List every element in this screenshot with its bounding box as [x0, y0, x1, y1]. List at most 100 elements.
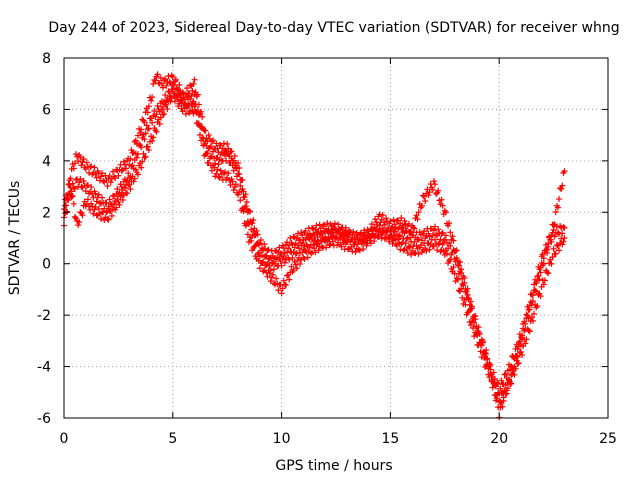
data-point	[561, 168, 568, 175]
data-point	[426, 246, 433, 253]
data-point	[502, 370, 509, 377]
data-point	[338, 243, 345, 250]
data-point	[439, 229, 446, 236]
data-point	[79, 212, 86, 219]
data-point	[83, 159, 90, 166]
data-point	[525, 306, 532, 313]
data-point	[232, 181, 239, 188]
data-point	[412, 250, 419, 257]
data-point	[253, 227, 260, 234]
data-point	[500, 394, 507, 401]
data-point	[155, 106, 162, 113]
data-point	[411, 238, 418, 245]
data-point	[174, 94, 181, 101]
data-point	[145, 125, 152, 132]
data-point	[75, 222, 82, 229]
data-point	[480, 354, 487, 361]
data-point	[222, 147, 229, 154]
data-point	[115, 198, 122, 205]
data-point	[351, 241, 358, 248]
data-point	[104, 182, 111, 189]
data-point	[309, 224, 316, 231]
data-point	[111, 201, 118, 208]
data-point	[202, 127, 209, 134]
data-point	[298, 229, 305, 236]
data-point	[92, 204, 99, 211]
data-point	[242, 203, 249, 210]
data-point	[254, 251, 261, 258]
data-point	[439, 241, 446, 248]
data-point	[161, 77, 168, 84]
data-point	[214, 145, 221, 152]
data-point	[413, 242, 420, 249]
data-point	[130, 178, 137, 185]
data-point	[488, 376, 495, 383]
data-point	[169, 86, 176, 93]
data-point	[464, 285, 471, 292]
data-point	[429, 186, 436, 193]
data-point	[251, 243, 258, 250]
data-point	[430, 227, 437, 234]
data-point	[381, 235, 388, 242]
data-point	[208, 167, 215, 174]
data-point	[231, 153, 238, 160]
data-point	[291, 258, 298, 265]
data-point	[426, 233, 433, 240]
data-point	[269, 252, 276, 259]
data-point	[76, 219, 83, 226]
data-point	[270, 280, 277, 287]
data-point	[306, 244, 313, 251]
data-point	[421, 228, 428, 235]
data-point	[422, 245, 429, 252]
data-point	[399, 239, 406, 246]
data-point	[153, 111, 160, 118]
y-tick-label: 6	[42, 102, 51, 118]
data-point	[367, 240, 374, 247]
data-point	[216, 174, 223, 181]
data-point	[210, 137, 217, 144]
data-point	[375, 234, 382, 241]
data-point	[476, 330, 483, 337]
data-point	[354, 231, 361, 238]
data-point	[301, 256, 308, 263]
data-point	[99, 194, 106, 201]
data-point	[515, 339, 522, 346]
data-point	[307, 250, 314, 257]
data-point	[436, 240, 443, 247]
data-point	[395, 236, 402, 243]
data-point	[88, 184, 95, 191]
data-point	[160, 111, 167, 118]
data-point	[225, 145, 232, 152]
data-point	[154, 71, 161, 78]
data-point	[398, 215, 405, 222]
data-point	[473, 323, 480, 330]
data-point	[311, 245, 318, 252]
data-point	[169, 73, 176, 80]
data-point	[451, 270, 458, 277]
data-point	[545, 270, 552, 277]
data-point	[239, 205, 246, 212]
data-point	[292, 261, 299, 268]
data-point	[287, 235, 294, 242]
data-point	[76, 179, 83, 186]
data-point	[504, 385, 511, 392]
y-tick-label: -6	[37, 411, 51, 427]
data-point	[142, 153, 149, 160]
data-point	[403, 235, 410, 242]
data-point	[446, 240, 453, 247]
data-point	[148, 97, 155, 104]
data-point	[67, 175, 74, 182]
data-point	[80, 156, 87, 163]
data-point	[556, 247, 563, 254]
data-point	[290, 267, 297, 274]
data-point	[406, 244, 413, 251]
data-point	[251, 232, 258, 239]
data-point	[91, 164, 98, 171]
data-point	[335, 221, 342, 228]
plot-frame	[63, 57, 609, 419]
data-point	[126, 181, 133, 188]
data-point	[522, 340, 529, 347]
data-point	[551, 233, 558, 240]
data-point	[198, 137, 205, 144]
x-tick-label: 10	[273, 431, 291, 447]
